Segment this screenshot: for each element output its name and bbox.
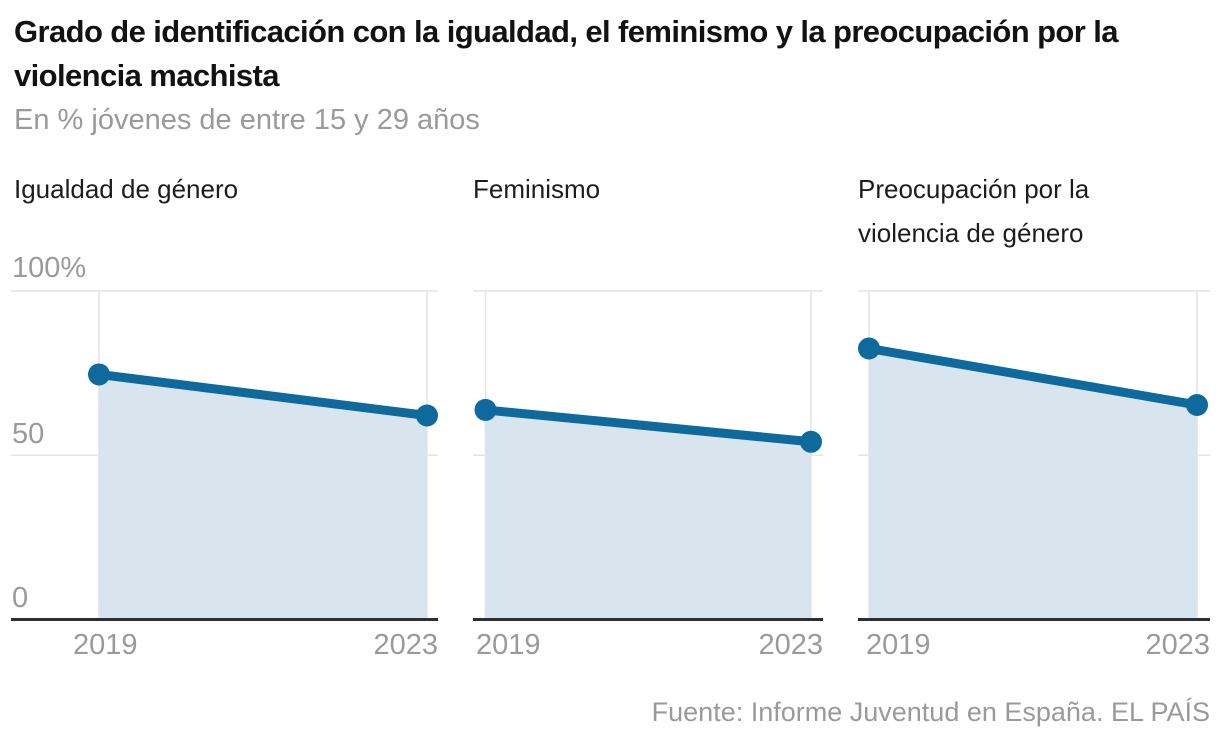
y-tick-label: 50 xyxy=(12,418,45,450)
area-fill xyxy=(869,348,1197,620)
chart-title: Feminismo xyxy=(473,174,601,204)
data-point-2019 xyxy=(474,398,497,421)
area-fill xyxy=(485,409,811,620)
chart-title: Preocupación por la violencia de género xyxy=(858,174,1090,248)
page-subtitle: En % jóvenes de entre 15 y 29 años xyxy=(14,104,480,136)
x-axis-labels: 2019 2023 xyxy=(473,629,823,662)
source-note: Fuente: Informe Juventud en España. EL P… xyxy=(651,697,1210,727)
data-point-2019 xyxy=(88,363,110,386)
area-fill xyxy=(99,374,427,620)
chart-canvas xyxy=(473,290,823,621)
chart-canvas xyxy=(858,290,1210,621)
chart-panel: 2019 2023 xyxy=(473,285,823,675)
data-point-2023 xyxy=(1186,393,1208,416)
x-axis-labels: 2019 2023 xyxy=(858,629,1210,662)
data-point-2019 xyxy=(858,337,880,360)
x-axis-labels: 2019 2023 xyxy=(11,629,438,662)
x-tick-label: 2019 xyxy=(476,629,541,661)
trend-line xyxy=(868,344,1198,410)
y-tick-label: 100% xyxy=(12,252,87,284)
chart-panel: 2019 2023 xyxy=(11,285,438,675)
x-tick-label: 2019 xyxy=(866,629,931,661)
chart-panel: 2019 2023 xyxy=(858,285,1210,675)
x-tick-label: 2023 xyxy=(758,629,823,661)
chart-canvas xyxy=(11,290,438,621)
trend-line xyxy=(485,405,812,447)
data-point-2023 xyxy=(416,404,438,427)
y-tick-label: 0 xyxy=(12,582,29,614)
chart-title: Igualdad de género xyxy=(14,174,239,204)
x-tick-label: 2019 xyxy=(73,629,138,661)
x-tick-label: 2023 xyxy=(373,629,438,661)
trend-line xyxy=(98,369,428,420)
x-tick-label: 2023 xyxy=(1145,629,1210,661)
page-title: Grado de identificación con la igualdad,… xyxy=(14,14,1118,93)
data-point-2023 xyxy=(800,430,822,453)
